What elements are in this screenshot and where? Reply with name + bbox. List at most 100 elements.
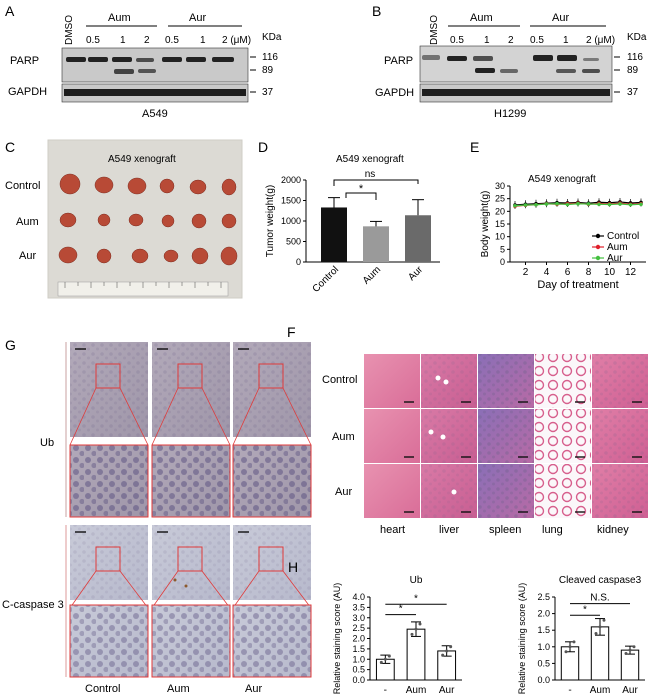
panel-a-conc-1: 0.5 (86, 35, 100, 46)
panel-g-letter: G (5, 337, 16, 353)
panel-b: B DMSO Aum Aur 0.5 1 2 0.5 1 2 (μM) KDa … (372, 3, 647, 120)
panel-e-point (607, 202, 612, 207)
panel-h-ub-point (445, 649, 449, 653)
panel-h: H Ub0.00.51.01.52.02.53.03.54.0Relative … (288, 559, 645, 696)
panel-g-col-control: Control (85, 683, 120, 695)
panel-g-zoom-line (201, 570, 231, 609)
panel-g-roi-box (95, 546, 121, 572)
panel-d-letter: D (258, 139, 268, 155)
panel-g-grid (65, 342, 312, 678)
panel-d-category: Aum (361, 264, 383, 286)
panel-a-gapdh: GAPDH (8, 86, 47, 98)
panel-e-xtick-label: 10 (604, 267, 616, 278)
panel-h-cc3-sig-label: N.S. (590, 593, 609, 604)
panel-e-chart: 0 5 10 15 20 25 30 2 4 6 8 10 12 Day of treatment Body… (480, 181, 646, 291)
panel-g-inset-frame (151, 604, 231, 678)
panel-e-point (523, 203, 528, 207)
panel-g-zoom-line (119, 387, 149, 446)
panel-h-ub-ytick-label: 2.5 (352, 623, 365, 633)
panel-b-mw-116: 116 (627, 52, 643, 63)
panel-e-point (597, 202, 601, 207)
panel-h-cc3-title: Cleaved caspase3 (559, 575, 642, 586)
panel-e-legend-label: Aur (607, 253, 623, 264)
panel-a-conc-4: 0.5 (165, 35, 179, 46)
panel-e-xtick-label: 8 (586, 267, 592, 278)
panel-h-cc3-ytick-label: 2.5 (537, 592, 550, 602)
panel-a: A DMSO Aum Aur 0.5 1 2 0.5 1 2 (μM) KDa … (5, 3, 282, 120)
panel-b-aum-label: Aum (470, 12, 493, 24)
panel-a-mw-116: 116 (262, 52, 278, 63)
panel-f-col-kidney: kidney (597, 524, 629, 536)
panel-c-tumors (58, 173, 238, 266)
panel-f-vessel (443, 379, 449, 385)
panel-d-ytick-label: 1000 (281, 216, 301, 226)
panel-b-conc-6: 2 (μM) (586, 35, 615, 46)
panel-h-cc3-point (632, 645, 636, 649)
panel-h-cc3-category: - (568, 685, 571, 696)
panel-f-col-heart: heart (380, 524, 405, 536)
panel-c-row-aum: Aum (16, 216, 39, 228)
panel-f-col-liver: liver (439, 524, 460, 536)
panel-f-vessel (428, 429, 434, 435)
panel-e-ytick-label: 0 (500, 257, 505, 267)
panel-a-aur-label: Aur (189, 12, 206, 24)
panel-e-ytick-label: 20 (495, 206, 505, 216)
panel-a-kda: KDa (262, 32, 282, 43)
panel-g-roi-box (177, 546, 203, 572)
panel-g-stain-dot (173, 578, 177, 582)
panel-h-cc3-category: Aum (590, 685, 611, 696)
panel-f-tile-texture (535, 354, 591, 408)
panel-b-conc-3: 2 (508, 35, 514, 46)
panel-h-ub-point (449, 645, 453, 649)
panel-e-point (565, 202, 570, 207)
panel-h-cc3-point (598, 625, 602, 629)
panel-h-ub-ytick-label: 2.0 (352, 634, 365, 644)
panel-d-chart: 0 500 1000 1500 2000 Tumor weight(g) Control Au… (265, 169, 440, 295)
panel-f-tile-texture (421, 354, 477, 408)
panel-e-xlabel: Day of treatment (537, 279, 618, 291)
panel-c-photo (48, 140, 242, 298)
panel-f-tile (364, 409, 420, 463)
panel-e-point (618, 202, 622, 206)
panel-e-legend-marker (595, 233, 601, 239)
panel-d-ytick-label: 0 (296, 257, 301, 267)
panel-b-mw-89: 89 (627, 65, 639, 76)
panel-h-ub-point (414, 627, 418, 631)
panel-g-tile-texture (233, 525, 311, 600)
panel-f-row-aum: Aum (332, 431, 355, 443)
panel-h-cc3-point (624, 651, 628, 655)
panel-g-zoom-line (69, 570, 97, 609)
panel-h-ub-point (418, 622, 422, 626)
panel-f-vessel (435, 375, 441, 381)
panel-g-roi-box (95, 363, 121, 389)
panel-h-cc3-ytick-label: 0.0 (537, 675, 550, 685)
panel-d-ylabel: Tumor weight(g) (265, 185, 276, 257)
panel-h-ub-ytick-label: 1.5 (352, 644, 365, 654)
panel-a-gapdh-band (64, 89, 246, 96)
panel-h-ub-point (441, 653, 445, 657)
panel-h-ub-point (387, 654, 391, 658)
panel-f-tile (364, 464, 420, 518)
panel-g-col-aur: Aur (245, 683, 262, 695)
panel-d-category: Control (311, 264, 342, 295)
panel-h-ub-ytick-label: 1.0 (352, 654, 365, 664)
panel-b-kda: KDa (627, 32, 647, 43)
panel-a-aum-label: Aum (108, 12, 131, 24)
panel-d-category: Aur (406, 264, 425, 283)
panel-h-ub-ytick-label: 3.0 (352, 613, 365, 623)
panel-g-tile-texture (152, 445, 230, 517)
panel-a-conc-3: 2 (144, 35, 150, 46)
panel-g-inset-frame (69, 604, 149, 678)
panel-g-roi-box (258, 546, 284, 572)
panel-e-ylabel: Body weight(g) (480, 191, 491, 258)
panel-e-point (628, 202, 633, 207)
panel-g-stain-dot (184, 584, 188, 588)
panel-f-col-spleen: spleen (489, 524, 521, 536)
panel-g-zoom-line (151, 387, 179, 446)
panel-g-tile-texture (70, 525, 148, 600)
panel-e-ytick-label: 30 (495, 181, 505, 191)
panel-b-mw-37: 37 (627, 87, 639, 98)
panel-g-tile-texture (233, 605, 311, 677)
panel-g-zoom-line (282, 387, 312, 446)
